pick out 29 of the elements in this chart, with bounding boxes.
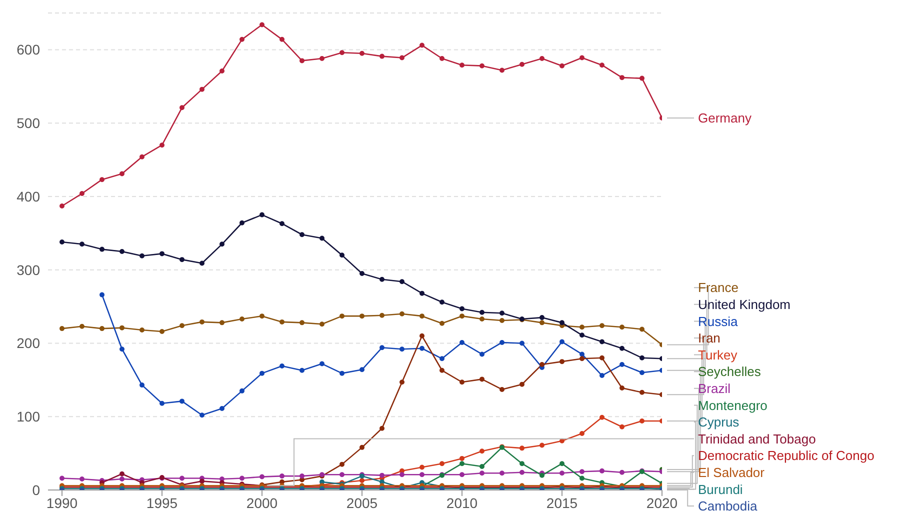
- text: Russia: [698, 314, 739, 329]
- x-tick-label: 2020: [646, 494, 678, 511]
- text: Germany: [698, 110, 752, 126]
- text: France: [698, 280, 738, 296]
- text: Burundi: [698, 482, 743, 497]
- x-tick-label: 2015: [546, 494, 578, 511]
- x-tick-label: 2010: [446, 494, 478, 511]
- y-tick-label: 100: [16, 408, 40, 425]
- text: El Salvador: [698, 464, 766, 480]
- x-tick-label: 2000: [246, 494, 278, 511]
- y-tick-label: 0: [32, 482, 40, 498]
- y-tick-label: 500: [16, 115, 40, 132]
- text: Trinidad and Tobago: [698, 431, 816, 446]
- y-tick-label: 200: [16, 335, 40, 352]
- x-tick-label: 2005: [346, 494, 378, 511]
- text: Brazil: [698, 380, 731, 396]
- text: Seychelles: [698, 364, 762, 380]
- y-tick-label: 600: [16, 42, 40, 58]
- x-tick-label: 1990: [46, 494, 78, 511]
- text: Democratic Republic of Congo: [698, 448, 874, 464]
- x-tick-label: 1995: [146, 494, 178, 511]
- y-tick-label: 400: [16, 188, 40, 204]
- text: Cyprus: [698, 414, 740, 430]
- text: Iran: [698, 330, 720, 346]
- text: United Kingdom: [698, 296, 790, 312]
- text: Cambodia: [698, 498, 758, 514]
- text: Montenegro: [698, 398, 768, 413]
- y-tick-label: 300: [16, 262, 40, 278]
- text: Turkey: [698, 347, 738, 362]
